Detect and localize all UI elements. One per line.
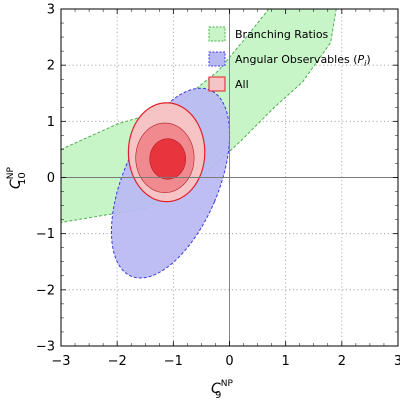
x-tick-label-0: −3	[51, 354, 70, 369]
y-axis-label-sub: 10	[17, 172, 28, 185]
y-axis-label: CNP10	[6, 166, 28, 189]
y-axis-label-main: C	[8, 179, 24, 189]
y-axis-label-sup: NP	[6, 166, 16, 179]
legend-label-angular-math-sub: i	[364, 59, 367, 68]
x-tick-label-3: 0	[225, 354, 233, 369]
y-tick-label-4: 1	[47, 115, 55, 130]
x-tick-label-6: 3	[394, 354, 400, 369]
legend-label-angular-paren-open: (	[350, 53, 358, 66]
region-all-level-3	[149, 138, 186, 180]
y-tick-label-3: 0	[47, 171, 55, 186]
y-tick-label-1: −2	[36, 283, 55, 298]
x-tick-label-1: −2	[108, 354, 127, 369]
x-axis-label: CNP 9	[211, 379, 234, 401]
y-tick-label-0: −3	[36, 340, 55, 355]
legend-swatch-angular-observables	[208, 51, 226, 67]
legend-label-branching-ratios: Branching Ratios	[235, 28, 329, 41]
legend-label-angular-observables-name: Angular Observables	[235, 53, 350, 66]
x-axis-label-sup: NP	[221, 379, 234, 389]
plot-area	[61, 9, 398, 346]
legend-item-branching-ratios: Branching Ratios	[208, 26, 329, 42]
x-axis-label-main: C	[211, 381, 221, 397]
x-axis-label-sub: 9	[215, 390, 221, 401]
legend-label-all: All	[235, 78, 249, 91]
x-tick-label-4: 1	[282, 354, 290, 369]
legend-label-angular-observables: Angular Observables (Pi)	[235, 53, 371, 68]
ticks	[60, 8, 399, 347]
x-tick-label-2: −1	[164, 354, 183, 369]
y-tick-label-2: −1	[36, 227, 55, 242]
legend-item-all: All	[208, 76, 249, 92]
legend-label-angular-paren-close: )	[366, 53, 370, 66]
legend: Branching Ratios Angular Observables (Pi…	[208, 26, 371, 92]
x-tick-label-5: 2	[338, 354, 346, 369]
legend-swatch-all	[208, 76, 226, 92]
legend-item-angular-observables: Angular Observables (Pi)	[208, 51, 371, 68]
legend-swatch-branching-ratios	[208, 26, 226, 42]
regions	[61, 9, 337, 279]
y-tick-label-6: 3	[47, 3, 55, 18]
reference-lines	[61, 9, 398, 346]
legend-label-angular-math: P	[358, 53, 365, 66]
y-tick-label-5: 2	[47, 59, 55, 74]
tick-labels: −3 −2 −1 0 1 2 3 −3 −2 −1 0 1 2 3	[36, 3, 400, 370]
